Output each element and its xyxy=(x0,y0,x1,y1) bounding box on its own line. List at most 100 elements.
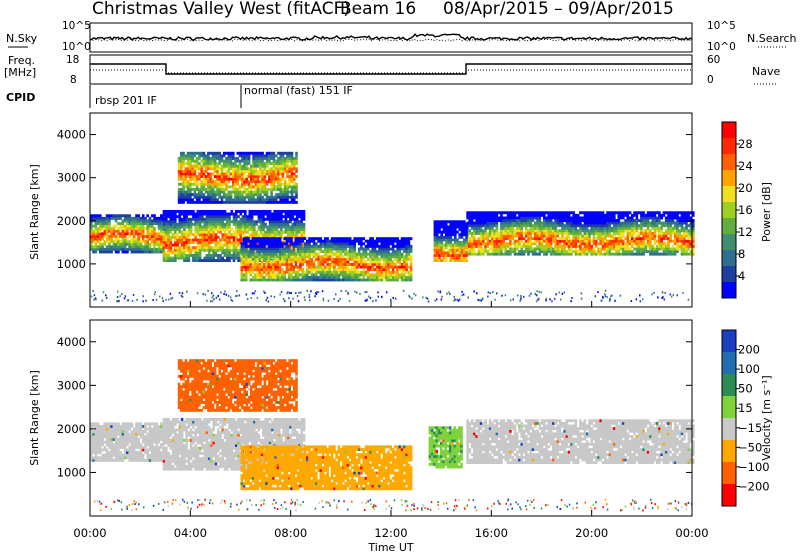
heatmap-cell xyxy=(536,226,539,230)
heatmap-cell xyxy=(220,195,224,199)
heatmap-cell xyxy=(312,255,316,259)
heatmap-cell xyxy=(157,219,161,223)
heatmap-cell xyxy=(333,252,336,256)
heatmap-cell xyxy=(335,250,338,253)
heatmap-cell xyxy=(213,167,217,171)
heatmap-cell xyxy=(608,239,612,243)
heatmap-cell xyxy=(193,151,197,155)
heatmap-cell xyxy=(302,210,306,213)
heatmap-cell xyxy=(622,242,625,246)
heatmap-cell xyxy=(155,235,159,238)
heatmap-cell xyxy=(272,260,275,264)
heatmap-cell xyxy=(308,239,311,243)
heatmap-cell xyxy=(608,216,612,220)
heatmap-cell xyxy=(239,228,243,231)
heatmap-cell xyxy=(112,247,116,251)
heatmap-cell xyxy=(294,252,298,256)
heatmap-cell xyxy=(236,157,240,160)
heatmap-cell xyxy=(223,241,227,244)
heatmap-cell xyxy=(286,215,290,219)
heatmap-cell xyxy=(387,268,390,272)
heatmap-cell xyxy=(293,230,297,234)
heatmap-cell xyxy=(479,237,483,241)
heatmap-cell xyxy=(319,250,323,253)
heatmap-cell xyxy=(234,159,237,163)
heatmap-cell xyxy=(531,242,535,246)
heatmap-cell xyxy=(148,242,152,246)
heatmap-cell xyxy=(165,243,168,247)
heatmap-cell xyxy=(301,270,305,274)
heatmap-cell xyxy=(272,265,275,269)
heatmap-cell xyxy=(182,154,185,158)
heatmap-cell xyxy=(391,239,395,243)
heatmap-cell xyxy=(195,162,199,165)
heatmap-cell xyxy=(479,252,483,256)
heatmap-cell xyxy=(128,216,131,220)
heatmap-cell xyxy=(238,159,242,163)
heatmap-cell xyxy=(479,250,483,253)
heatmap-cell xyxy=(536,247,539,251)
heatmap-cell xyxy=(518,213,521,217)
heatmap-cell xyxy=(335,278,338,282)
heatmap-cell xyxy=(148,222,152,225)
heatmap-cell xyxy=(239,230,243,234)
heatmap-cell xyxy=(567,224,571,228)
heatmap-cell xyxy=(194,235,197,239)
heatmap-cell xyxy=(488,219,492,222)
heatmap-cell xyxy=(105,232,109,236)
heatmap-cell xyxy=(251,252,255,256)
heatmap-cell xyxy=(247,265,250,269)
heatmap-cell xyxy=(288,200,291,204)
heatmap-cell xyxy=(176,225,179,229)
heatmap-cell xyxy=(382,250,386,253)
heatmap-cell xyxy=(324,237,327,241)
heatmap-cell xyxy=(328,244,332,248)
heatmap-cell xyxy=(549,216,553,220)
heatmap-cell xyxy=(366,242,370,246)
heatmap-cell xyxy=(245,263,248,266)
heatmap-cell xyxy=(238,185,242,189)
heatmap-cell xyxy=(382,276,386,279)
heatmap-cell xyxy=(660,229,663,233)
heatmap-cell xyxy=(385,265,388,269)
heatmap-cell xyxy=(132,245,136,249)
heatmap-cell xyxy=(204,175,208,178)
heatmap-cell xyxy=(592,234,596,238)
heatmap-cell xyxy=(601,213,605,217)
heatmap-cell xyxy=(561,239,564,243)
heatmap-cell xyxy=(570,252,573,256)
heatmap-cell xyxy=(286,210,290,213)
heatmap-cell xyxy=(245,159,249,163)
heatmap-cell xyxy=(296,252,300,256)
heatmap-cell xyxy=(310,250,314,253)
heatmap-cell xyxy=(306,250,309,253)
heatmap-cell xyxy=(184,177,188,181)
heatmap-cell xyxy=(545,216,548,220)
heatmap-cell xyxy=(330,260,334,264)
heatmap-cell xyxy=(495,216,499,220)
heatmap-cell xyxy=(626,226,630,230)
heatmap-cell xyxy=(128,232,131,236)
heatmap-cell xyxy=(534,252,537,256)
heatmap-cell xyxy=(475,219,478,222)
heatmap-cell xyxy=(554,211,557,215)
heatmap-cell xyxy=(380,257,384,261)
heatmap-cell xyxy=(205,225,209,229)
nsky-tick-top: 10^5 xyxy=(62,20,91,32)
heatmap-cell xyxy=(220,175,224,178)
heatmap-cell xyxy=(633,211,636,215)
heatmap-cell xyxy=(312,250,316,253)
heatmap-cell xyxy=(339,265,343,269)
heatmap-cell xyxy=(565,250,569,253)
heatmap-cell xyxy=(272,167,276,171)
heatmap-cell xyxy=(189,182,192,186)
heatmap-cell xyxy=(538,216,542,220)
heatmap-cell xyxy=(211,164,215,168)
heatmap-cell xyxy=(238,190,242,194)
heatmap-cell xyxy=(189,180,192,184)
heatmap-cell xyxy=(280,233,283,237)
heatmap-cell xyxy=(155,247,159,251)
heatmap-cell xyxy=(646,216,650,220)
heatmap-cell xyxy=(273,233,276,237)
heatmap-cell xyxy=(502,247,505,251)
